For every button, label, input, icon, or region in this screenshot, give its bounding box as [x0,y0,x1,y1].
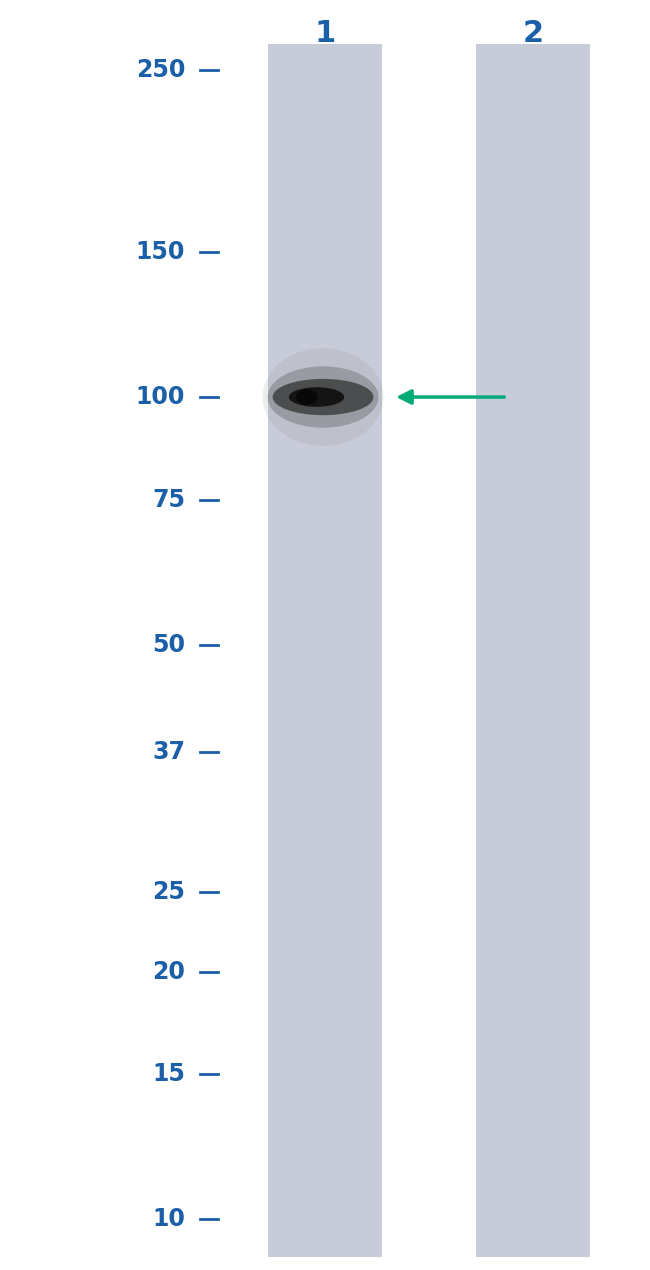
Text: 15: 15 [152,1063,185,1086]
Ellipse shape [263,348,384,446]
Text: 20: 20 [152,960,185,984]
Text: 2: 2 [523,19,543,48]
Bar [268,44,382,1257]
Text: 250: 250 [136,58,185,81]
Text: 150: 150 [136,240,185,264]
Text: 25: 25 [152,880,185,904]
Text: 100: 100 [136,385,185,409]
Text: 1: 1 [315,19,335,48]
Text: 37: 37 [152,740,185,765]
Ellipse shape [296,390,318,405]
Text: 75: 75 [152,488,185,512]
Ellipse shape [268,366,378,428]
Ellipse shape [289,387,345,406]
Ellipse shape [273,378,373,415]
Text: 10: 10 [152,1208,185,1231]
Bar [476,44,590,1257]
Text: 50: 50 [152,632,185,657]
